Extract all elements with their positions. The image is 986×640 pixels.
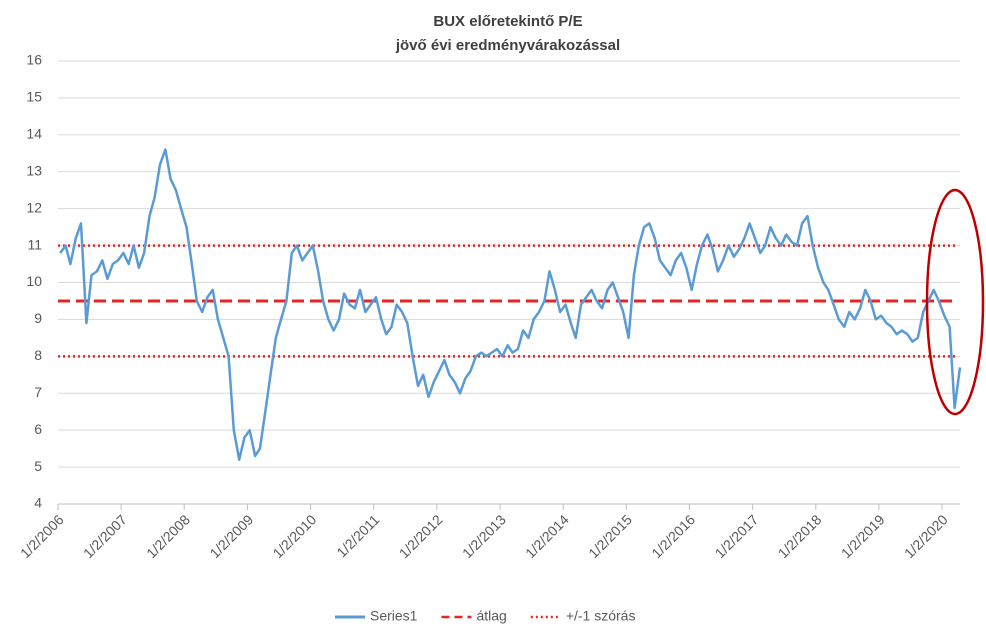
- y-tick-label: 4: [34, 495, 42, 511]
- chart-subtitle: jövő évi eredményvárakozással: [395, 37, 620, 54]
- y-tick-label: 8: [34, 347, 42, 363]
- y-tick-label: 14: [26, 126, 42, 142]
- y-tick-label: 6: [34, 421, 42, 437]
- legend-label: +/-1 szórás: [566, 608, 636, 624]
- y-tick-label: 13: [26, 162, 42, 178]
- data-line: [59, 148, 962, 461]
- y-tick-label: 12: [26, 199, 42, 215]
- chart-title: BUX előretekintő P/E: [433, 13, 582, 30]
- y-tick-label: 16: [26, 52, 42, 68]
- y-tick-label: 11: [27, 236, 42, 252]
- y-tick-label: 10: [26, 273, 42, 289]
- legend-label: Series1: [370, 608, 418, 624]
- y-tick-label: 5: [34, 458, 42, 474]
- highlight-ellipse: [925, 188, 985, 416]
- y-tick-label: 15: [26, 89, 42, 105]
- y-tick-label: 7: [34, 384, 42, 400]
- legend-label: átlag: [476, 608, 506, 624]
- y-tick-label: 9: [34, 310, 42, 326]
